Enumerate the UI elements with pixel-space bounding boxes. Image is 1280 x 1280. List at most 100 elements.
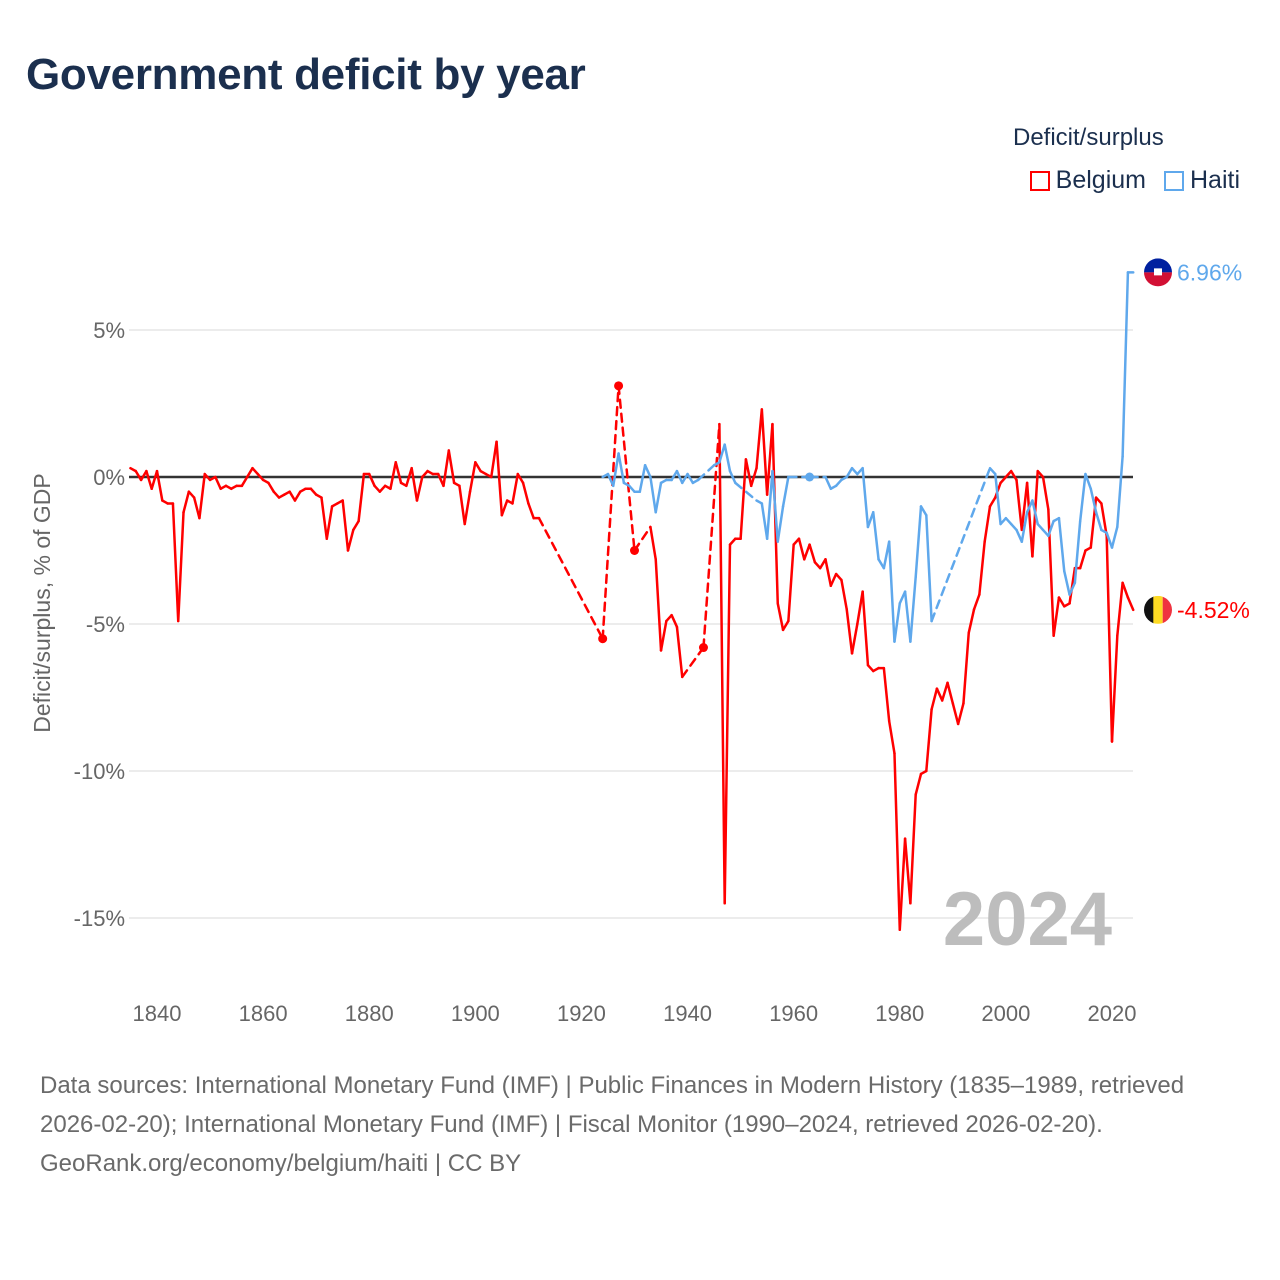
line-segment xyxy=(1041,475,1050,511)
data-point[interactable] xyxy=(630,546,639,555)
line-segment xyxy=(872,511,880,561)
line-segment xyxy=(723,443,732,473)
line-segment xyxy=(840,578,848,611)
line-segment xyxy=(1121,581,1130,599)
line-segment xyxy=(749,466,758,488)
line-segment xyxy=(962,631,970,705)
legend-label: Belgium xyxy=(1055,166,1146,194)
data-point[interactable] xyxy=(614,381,624,391)
line-segment xyxy=(617,452,626,485)
x-tick-label: 1960 xyxy=(769,1001,818,1026)
line-segment xyxy=(946,681,955,705)
line-segment xyxy=(627,484,636,493)
line-segment xyxy=(245,466,254,479)
line-segment xyxy=(511,472,520,505)
line-segment xyxy=(1031,499,1039,526)
line-segment xyxy=(797,537,806,561)
line-segment xyxy=(893,752,902,932)
gap-segment xyxy=(633,525,652,552)
line-segment xyxy=(251,466,260,476)
line-segment xyxy=(272,490,281,499)
line-segment xyxy=(325,505,334,540)
line-segment xyxy=(346,528,355,552)
line-segment xyxy=(919,505,928,517)
line-segment xyxy=(956,702,965,726)
line-segment xyxy=(171,502,180,623)
line-segment xyxy=(1105,534,1114,743)
line-segment xyxy=(803,543,811,561)
line-segment xyxy=(898,837,907,932)
legend-swatch-belgium xyxy=(1029,170,1050,191)
line-segment xyxy=(861,466,870,529)
line-segment xyxy=(490,440,498,479)
line-segment xyxy=(999,516,1008,526)
line-segment xyxy=(139,469,148,482)
line-segment xyxy=(787,543,795,623)
series-belgium: -4.52% xyxy=(129,381,1250,932)
line-segment xyxy=(882,666,891,723)
line-segment xyxy=(203,472,212,482)
line-segment xyxy=(1036,469,1045,479)
line-segment xyxy=(776,505,785,543)
line-segment xyxy=(686,472,695,485)
line-segment xyxy=(1052,596,1061,638)
x-tick-label: 1940 xyxy=(663,1001,712,1026)
line-segment xyxy=(145,469,153,491)
line-segment xyxy=(415,475,424,502)
y-tick-label: -10% xyxy=(74,759,125,784)
data-point[interactable] xyxy=(598,634,608,644)
line-segment xyxy=(176,511,185,623)
line-segment xyxy=(728,537,737,546)
line-segment xyxy=(930,687,939,711)
line-segment xyxy=(1009,522,1018,532)
line-segment xyxy=(760,408,769,496)
y-tick-label: -15% xyxy=(74,906,125,931)
line-segment xyxy=(357,472,366,523)
footer: Data sources: International Monetary Fun… xyxy=(40,1066,1250,1183)
data-point[interactable] xyxy=(698,643,708,653)
line-segment xyxy=(994,472,1002,526)
line-segment xyxy=(744,458,753,488)
line-segment xyxy=(808,543,817,564)
end-value-label: -4.52% xyxy=(1177,597,1250,623)
line-segment xyxy=(914,772,923,796)
line-segment xyxy=(909,793,917,905)
line-segment xyxy=(972,593,981,611)
data-sources: Data sources: International Monetary Fun… xyxy=(40,1072,1185,1138)
line-segment xyxy=(845,608,854,655)
line-segment xyxy=(367,472,376,488)
credit-link[interactable]: GeoRank.org/economy/belgium/haiti | CC B… xyxy=(40,1150,522,1177)
gap-segment xyxy=(930,466,992,623)
line-segment xyxy=(288,490,297,502)
data-point[interactable] xyxy=(805,472,815,482)
line-segment xyxy=(739,458,748,540)
line-segment xyxy=(1094,511,1103,532)
line-segment xyxy=(405,466,413,488)
line-segment xyxy=(187,490,196,499)
line-segment xyxy=(1078,549,1087,570)
line-segment xyxy=(925,513,933,623)
y-tick-label: -5% xyxy=(86,612,125,637)
line-segment xyxy=(500,499,509,517)
legend-item-haiti[interactable]: Haiti xyxy=(1163,166,1240,195)
line-segment xyxy=(887,719,896,755)
line-segment xyxy=(1063,569,1071,596)
line-segment xyxy=(829,572,838,588)
line-segment xyxy=(649,525,657,561)
line-segment xyxy=(999,475,1008,485)
line-segment xyxy=(887,540,896,643)
line-segment xyxy=(834,572,843,582)
line-segment xyxy=(935,687,944,702)
line-segment xyxy=(1047,519,1055,538)
legend-item-belgium[interactable]: Belgium xyxy=(1029,166,1146,195)
line-segment xyxy=(654,481,663,514)
line-segment xyxy=(214,475,222,491)
gap-segment xyxy=(696,463,716,482)
line-segment xyxy=(394,461,403,485)
x-tick-label: 2020 xyxy=(1088,1001,1137,1026)
line-segment xyxy=(474,461,482,473)
current-year-watermark: 2024 xyxy=(943,877,1112,962)
line-segment xyxy=(1015,478,1024,532)
line-segment xyxy=(718,422,726,905)
